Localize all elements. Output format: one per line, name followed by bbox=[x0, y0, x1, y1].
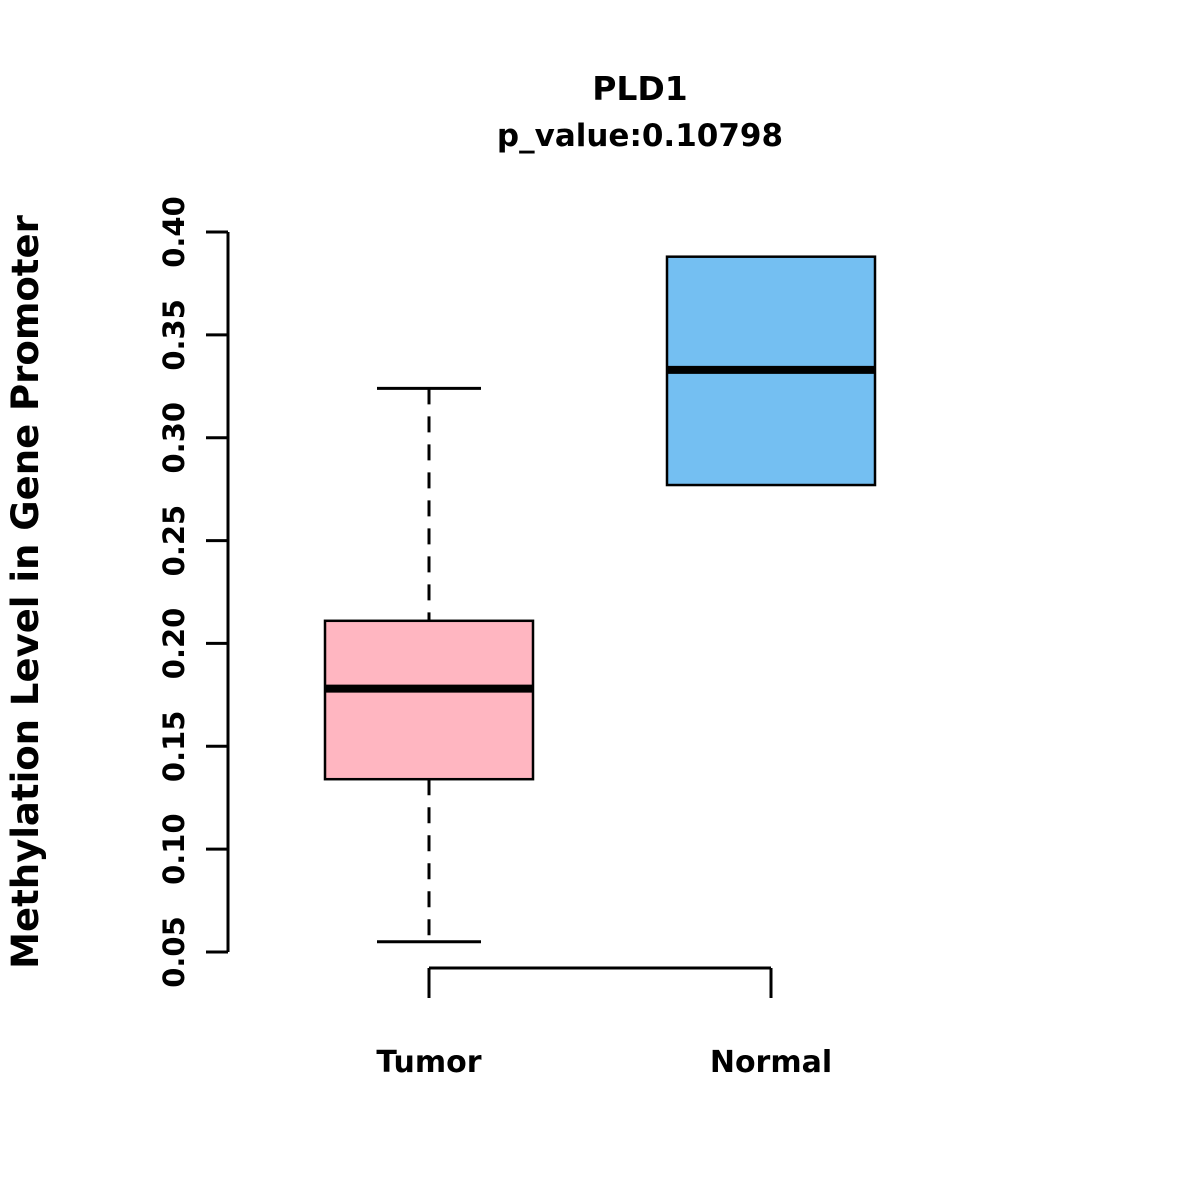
chart-title: PLD1 bbox=[592, 69, 688, 108]
y-tick-label: 0.35 bbox=[157, 299, 191, 371]
y-axis-label: Methylation Level in Gene Promoter bbox=[4, 214, 47, 968]
y-tick-label: 0.20 bbox=[157, 608, 191, 680]
y-tick-label: 0.25 bbox=[157, 505, 191, 577]
y-tick-label: 0.05 bbox=[157, 916, 191, 988]
boxplot-normal bbox=[665, 255, 877, 487]
plot-area: 0.05 0.10 0.15 0.20 0.25 0.30 0.35 0.40 Tumor Nor… bbox=[157, 196, 877, 1080]
box-iqr bbox=[323, 619, 535, 781]
x-category-label: Normal bbox=[710, 1045, 832, 1080]
x-category-label: Tumor bbox=[376, 1045, 481, 1080]
y-tick-label: 0.30 bbox=[157, 402, 191, 474]
chart-subtitle: p_value:0.10798 bbox=[497, 118, 783, 154]
y-tick-label: 0.10 bbox=[157, 813, 191, 885]
y-tick-label: 0.40 bbox=[157, 196, 191, 268]
y-tick-label: 0.15 bbox=[157, 711, 191, 783]
boxplot-tumor bbox=[323, 386, 535, 944]
